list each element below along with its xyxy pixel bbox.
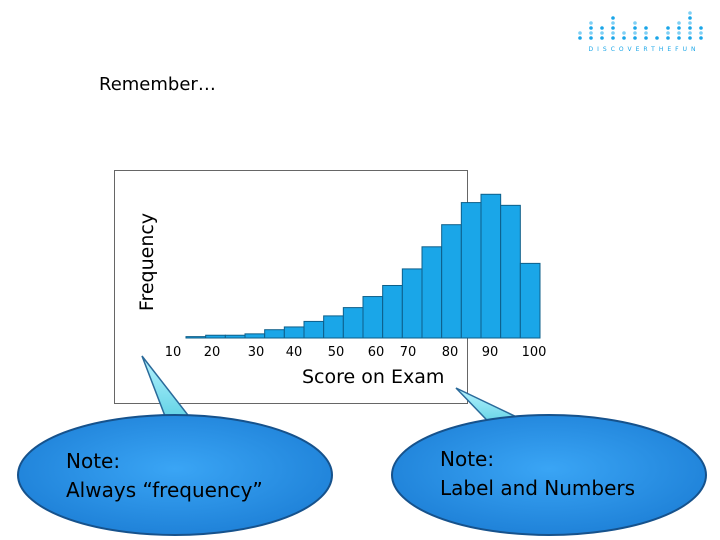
logo-dot	[611, 16, 615, 20]
histogram-bar	[500, 204, 521, 339]
x-tick-label: 100	[522, 345, 547, 360]
logo-dot	[677, 21, 681, 25]
logo-dot	[633, 31, 637, 35]
logo-dot	[666, 26, 670, 30]
callout-left-text: Note: Always “frequency”	[66, 447, 263, 505]
logo-dot	[699, 26, 703, 30]
logo-dot	[633, 21, 637, 25]
logo-dot	[699, 31, 703, 35]
logo-dot	[611, 31, 615, 35]
logo-dot	[688, 11, 692, 15]
logo-dot	[600, 36, 604, 40]
logo-dot	[622, 36, 626, 40]
logo-dot	[578, 31, 582, 35]
logo-dot	[633, 36, 637, 40]
logo-dot	[699, 36, 703, 40]
logo-dot	[677, 26, 681, 30]
logo-dot	[688, 21, 692, 25]
logo-dot	[644, 31, 648, 35]
logo-dot	[633, 26, 637, 30]
logo-dot	[688, 26, 692, 30]
logo-dot	[600, 31, 604, 35]
y-axis-label: Frequency	[136, 212, 158, 312]
logo-dot	[578, 36, 582, 40]
x-axis-label: Score on Exam	[302, 366, 445, 388]
logo-dot	[611, 21, 615, 25]
logo-dot	[688, 36, 692, 40]
histogram-bar	[519, 262, 541, 339]
logo-dot	[688, 31, 692, 35]
callout-right-line1: Note:	[440, 447, 495, 471]
brand-logo: DISCOVERTHEFUN	[578, 11, 703, 53]
callout-left-line1: Note:	[66, 449, 121, 473]
histogram-bar	[480, 193, 502, 339]
callout-right-line2: Label and Numbers	[440, 476, 636, 500]
logo-dot	[644, 36, 648, 40]
callout-left-line2: Always “frequency”	[66, 478, 263, 502]
logo-dot	[677, 36, 681, 40]
x-tick-label: 90	[482, 345, 499, 360]
logo-brand-text: DISCOVERTHEFUN	[589, 46, 700, 53]
logo-dot	[666, 31, 670, 35]
logo-dot	[589, 31, 593, 35]
slide-heading: Remember…	[99, 74, 216, 95]
logo-dot	[589, 36, 593, 40]
callout-right-text: Note: Label and Numbers	[440, 445, 635, 503]
logo-dot	[589, 21, 593, 25]
logo-dot	[589, 26, 593, 30]
logo-dot	[666, 36, 670, 40]
logo-dot	[677, 31, 681, 35]
logo-dot	[611, 36, 615, 40]
logo-dot	[655, 36, 659, 40]
logo-dot	[688, 16, 692, 20]
logo-dot	[611, 26, 615, 30]
callout-right-tail	[455, 387, 551, 443]
logo-dot	[600, 26, 604, 30]
logo-dot	[644, 26, 648, 30]
logo-dot	[622, 31, 626, 35]
